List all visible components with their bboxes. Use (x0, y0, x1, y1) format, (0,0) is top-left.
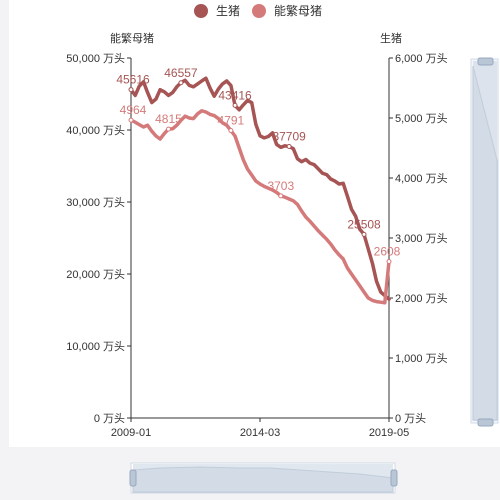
right-tick-label: 1,000 万头 (395, 352, 448, 365)
data-label: 3703 (267, 179, 294, 193)
series-line-1[interactable] (129, 109, 391, 305)
legend-marker-series-0[interactable] (194, 4, 208, 18)
horizontal-datazoom-window[interactable] (133, 464, 393, 492)
legend-label-series-1[interactable]: 能繁母猪 (274, 3, 322, 18)
left-tick-label: 30,000 万头 (66, 196, 125, 209)
right-axis-name: 生猪 (380, 31, 402, 45)
left-tick-label: 40,000 万头 (66, 124, 125, 137)
vertical-datazoom-handle-bottom[interactable] (477, 418, 494, 427)
horizontal-datazoom-handle-right[interactable] (390, 469, 398, 487)
data-label: 43416 (218, 88, 252, 102)
left-axis-ticks: 0 万头 10,000 万头 20,000 万头 30,000 万头 40,000 万头… (66, 52, 131, 425)
data-point-marker[interactable] (361, 231, 367, 237)
right-tick-label: 4,000 万头 (395, 172, 448, 185)
data-point-marker[interactable] (128, 117, 134, 123)
data-point-marker[interactable] (286, 143, 292, 149)
right-tick-label: 0 万头 (395, 412, 426, 425)
data-label: 46557 (164, 66, 198, 80)
left-axis-name: 能繁母猪 (110, 31, 154, 45)
left-margin-strip (0, 0, 9, 500)
right-tick-label: 3,000 万头 (395, 232, 448, 245)
left-tick-label: 20,000 万头 (66, 268, 125, 281)
vertical-datazoom-handle-top[interactable] (477, 57, 494, 66)
data-label: 25508 (347, 217, 381, 231)
series-line-0[interactable] (129, 76, 391, 301)
left-tick-label: 10,000 万头 (66, 340, 125, 353)
vertical-datazoom-window[interactable] (473, 61, 497, 421)
x-axis-ticks: 2009-01 2014-03 2019-05 (111, 418, 409, 439)
data-point-marker[interactable] (165, 126, 171, 132)
series-layer (129, 76, 391, 305)
data-label: 4964 (120, 103, 147, 117)
data-point-marker[interactable] (178, 80, 184, 86)
horizontal-datazoom-handle-left[interactable] (129, 469, 137, 487)
left-tick-label: 0 万头 (94, 412, 125, 425)
data-point-marker[interactable] (386, 259, 392, 265)
x-tick-label: 2019-05 (369, 427, 409, 439)
right-tick-label: 6,000 万头 (395, 52, 448, 65)
data-label: 4815 (155, 112, 182, 126)
data-point-marker[interactable] (128, 87, 134, 93)
data-point-marker[interactable] (232, 102, 238, 108)
data-labels-layer: 45616 46557 43416 37709 25508 4964 4815 4791 370… (116, 66, 401, 265)
vertical-datazoom[interactable] (470, 57, 499, 427)
data-point-marker[interactable] (278, 193, 284, 199)
x-tick-label: 2014-03 (240, 427, 280, 439)
right-tick-label: 5,000 万头 (395, 112, 448, 125)
data-label: 4791 (218, 114, 245, 128)
data-label: 2608 (374, 245, 401, 259)
data-label: 45616 (116, 73, 150, 87)
legend[interactable]: 生猪 能繁母猪 (194, 3, 322, 18)
data-label: 37709 (272, 129, 306, 143)
horizontal-datazoom[interactable] (129, 462, 398, 494)
legend-label-series-0[interactable]: 生猪 (216, 4, 240, 18)
data-point-marker[interactable] (228, 128, 234, 134)
x-tick-label: 2009-01 (111, 427, 151, 439)
right-axis-ticks: 0 万头 1,000 万头 2,000 万头 3,000 万头 4,000 万头 5,00… (389, 52, 448, 425)
right-tick-label: 2,000 万头 (395, 292, 448, 305)
left-tick-label: 50,000 万头 (66, 52, 125, 65)
legend-marker-series-1[interactable] (252, 4, 266, 18)
